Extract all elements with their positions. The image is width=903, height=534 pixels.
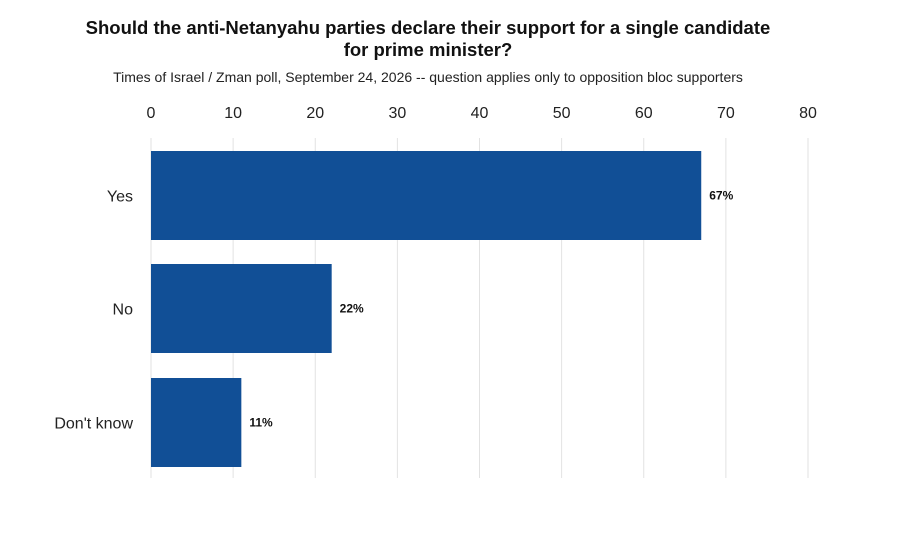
bar <box>151 151 702 240</box>
x-tick-label: 50 <box>553 105 571 122</box>
value-label: 67% <box>709 189 733 203</box>
x-tick-label: 70 <box>717 105 735 122</box>
x-tick-label: 80 <box>799 105 817 122</box>
x-tick-label: 30 <box>388 105 406 122</box>
bar <box>151 264 332 353</box>
x-tick-label: 20 <box>306 105 324 122</box>
chart-title-line-2: for prime minister? <box>343 39 513 60</box>
x-tick-label: 60 <box>635 105 653 122</box>
value-label: 11% <box>249 416 273 430</box>
bar <box>151 378 242 467</box>
value-label: 22% <box>340 302 364 316</box>
x-tick-label: 10 <box>224 105 242 122</box>
x-tick-label: 40 <box>471 105 489 122</box>
category-label: Don't know <box>54 416 133 433</box>
category-label: No <box>113 302 134 319</box>
chart-subtitle: Times of Israel / Zman poll, September 2… <box>113 69 743 85</box>
category-label: Yes <box>107 189 133 206</box>
x-tick-label: 0 <box>147 105 156 122</box>
chart-title-line-1: Should the anti-Netanyahu parties declar… <box>85 17 771 38</box>
